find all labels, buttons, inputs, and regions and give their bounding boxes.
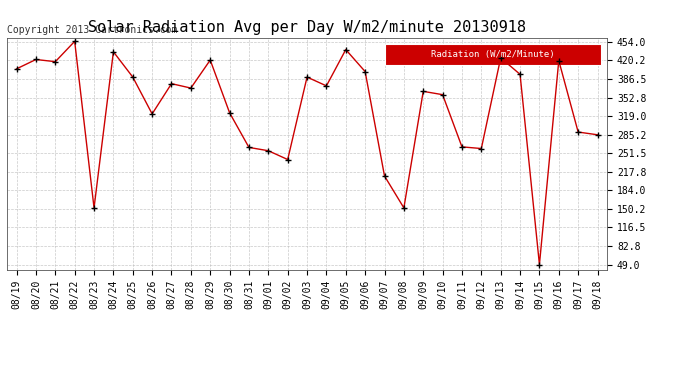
Title: Solar Radiation Avg per Day W/m2/minute 20130918: Solar Radiation Avg per Day W/m2/minute … xyxy=(88,20,526,35)
Text: Radiation (W/m2/Minute): Radiation (W/m2/Minute) xyxy=(431,51,555,59)
FancyBboxPatch shape xyxy=(385,45,601,65)
Text: Copyright 2013 Cartronics.com: Copyright 2013 Cartronics.com xyxy=(7,25,177,35)
